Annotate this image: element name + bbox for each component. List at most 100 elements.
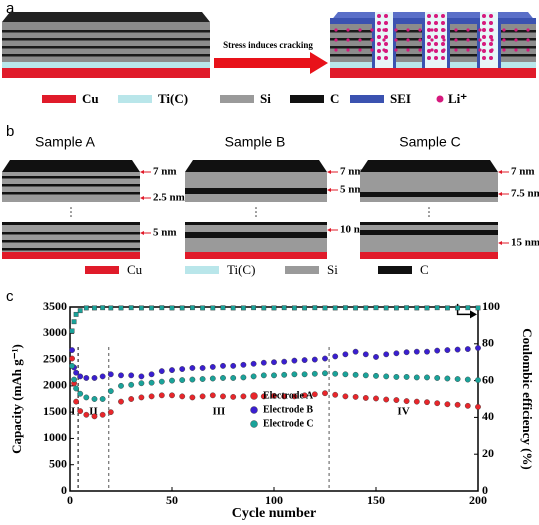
point (149, 305, 154, 311)
li-ion (358, 38, 362, 42)
point (118, 398, 124, 405)
point (454, 346, 461, 353)
legend-label: Si (327, 262, 338, 277)
ellipsis-dot (70, 211, 72, 213)
layer-c (2, 46, 210, 49)
y2-tick-label: 100 (482, 299, 500, 313)
li-ion (334, 38, 338, 42)
legend-label: C (330, 91, 339, 106)
layer-si (360, 172, 498, 202)
point (240, 361, 247, 368)
point (403, 398, 410, 405)
point (128, 396, 135, 402)
li-ion (489, 14, 493, 18)
ellipsis-dot (428, 211, 430, 213)
panel-label: b (6, 123, 14, 140)
li-ion (430, 28, 434, 32)
point (413, 348, 420, 355)
point (169, 367, 175, 373)
legend-swatch (285, 266, 319, 274)
legend-label: Electrode A (263, 390, 314, 401)
layer-label: 5 nm (340, 184, 364, 196)
point (158, 378, 165, 385)
point (71, 376, 77, 383)
li-ion (514, 28, 518, 32)
li-ion (466, 48, 470, 52)
layer-si (2, 222, 140, 252)
li-ion (377, 56, 381, 60)
point (209, 392, 216, 399)
crack (425, 12, 447, 68)
li-ion (434, 49, 438, 53)
layer-c (2, 192, 140, 195)
point (128, 305, 134, 311)
layer-c (360, 192, 498, 197)
point (352, 371, 359, 378)
li-ion (489, 56, 493, 60)
point (352, 348, 359, 355)
li-ion (377, 14, 381, 18)
point (271, 372, 277, 379)
x-tick-label: 100 (265, 493, 283, 507)
point (83, 375, 90, 381)
li-ion (334, 48, 338, 52)
point (444, 375, 451, 382)
point (240, 393, 247, 400)
li-ion (502, 48, 506, 52)
point (73, 369, 80, 376)
li-ion (384, 21, 388, 25)
layer-c (185, 232, 327, 238)
point (373, 354, 379, 360)
point (250, 360, 257, 367)
pointer-head (327, 228, 331, 232)
region-label: I (71, 406, 75, 418)
li-ion (490, 28, 494, 32)
pointer-head (498, 241, 502, 245)
layer-c (2, 176, 140, 179)
li-ion (466, 28, 470, 32)
li-ion (427, 14, 431, 18)
li-ion (454, 38, 458, 42)
layer-label: 2.5 nm (153, 192, 185, 204)
point (260, 359, 267, 366)
point (475, 305, 481, 311)
li-ion (394, 38, 398, 42)
arrow-text: Stress induces cracking (223, 40, 313, 50)
layer-c (2, 232, 140, 235)
li-ion (489, 21, 493, 25)
legend-marker (250, 392, 258, 400)
point (200, 305, 205, 311)
pointer-head (140, 196, 144, 200)
layer-c (2, 54, 210, 57)
li-ion (427, 49, 431, 53)
li-ion (441, 35, 445, 39)
point (118, 372, 124, 379)
layer-c (360, 222, 498, 225)
legend-label: Ti(C) (227, 262, 255, 277)
legend-label: Electrode C (263, 418, 314, 429)
li-ion (478, 48, 482, 52)
legend-swatch (290, 95, 324, 103)
point (332, 353, 339, 360)
point (230, 362, 237, 369)
point (373, 372, 379, 379)
point (220, 375, 226, 381)
point (342, 351, 349, 358)
point (292, 305, 297, 311)
li-ion (441, 21, 445, 25)
point (230, 305, 236, 311)
li-ion (427, 28, 431, 32)
li-ion (382, 38, 386, 42)
point (179, 366, 186, 372)
point (251, 305, 256, 311)
point (454, 401, 461, 408)
li-ion (430, 38, 434, 42)
layer-top (2, 160, 140, 172)
pointer-head (140, 231, 144, 235)
point (271, 392, 277, 399)
li-ion (382, 28, 386, 32)
li-ion (418, 48, 422, 52)
point (475, 377, 481, 383)
li-ion (394, 28, 398, 32)
point (77, 308, 83, 314)
